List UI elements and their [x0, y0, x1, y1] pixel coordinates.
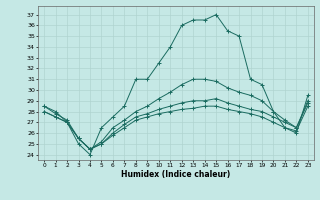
X-axis label: Humidex (Indice chaleur): Humidex (Indice chaleur) — [121, 170, 231, 179]
